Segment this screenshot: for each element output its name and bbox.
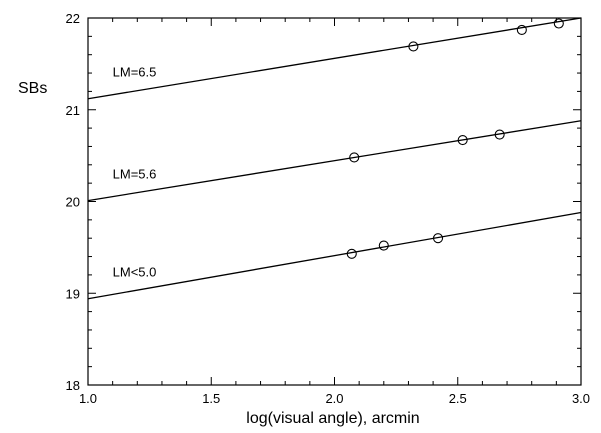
y-tick-label: 20 bbox=[66, 195, 80, 210]
series-label: LM=5.6 bbox=[113, 167, 157, 182]
fit-line bbox=[87, 211, 582, 300]
fit-line bbox=[87, 120, 582, 202]
y-ticks: 18 19 20 21 22 bbox=[66, 11, 581, 393]
data-point bbox=[378, 240, 389, 251]
series-label: LM<5.0 bbox=[113, 264, 157, 279]
data-point bbox=[432, 233, 444, 244]
x-tick-label: 2.5 bbox=[449, 391, 467, 406]
series-lines bbox=[87, 17, 582, 300]
series-labels: LM=6.5 LM=5.6 LM<5.0 bbox=[113, 65, 157, 280]
data-point bbox=[408, 41, 419, 52]
data-point bbox=[516, 24, 527, 35]
y-tick-label: 21 bbox=[66, 103, 80, 118]
x-tick-label: 2.0 bbox=[325, 391, 343, 406]
series-markers bbox=[346, 18, 564, 259]
data-point bbox=[346, 248, 357, 259]
y-tick-label: 22 bbox=[66, 11, 80, 26]
fit-line bbox=[87, 17, 582, 100]
x-tick-label: 1.0 bbox=[79, 391, 97, 406]
y-tick-label: 18 bbox=[66, 378, 80, 393]
data-point bbox=[349, 152, 360, 163]
x-tick-label: 1.5 bbox=[202, 391, 220, 406]
y-axis-label: SBs bbox=[18, 80, 47, 97]
plot-frame bbox=[87, 17, 582, 386]
series-label: LM=6.5 bbox=[113, 65, 157, 80]
x-ticks: 1.0 1.5 2.0 2.5 3.0 bbox=[79, 18, 590, 406]
y-tick-label: 19 bbox=[66, 286, 80, 301]
data-point bbox=[494, 129, 505, 140]
x-axis-label: log(visual angle), arcmin bbox=[246, 410, 419, 427]
data-point bbox=[553, 18, 564, 29]
plot-area bbox=[87, 17, 582, 386]
x-tick-label: 3.0 bbox=[572, 391, 590, 406]
data-point bbox=[457, 134, 468, 146]
